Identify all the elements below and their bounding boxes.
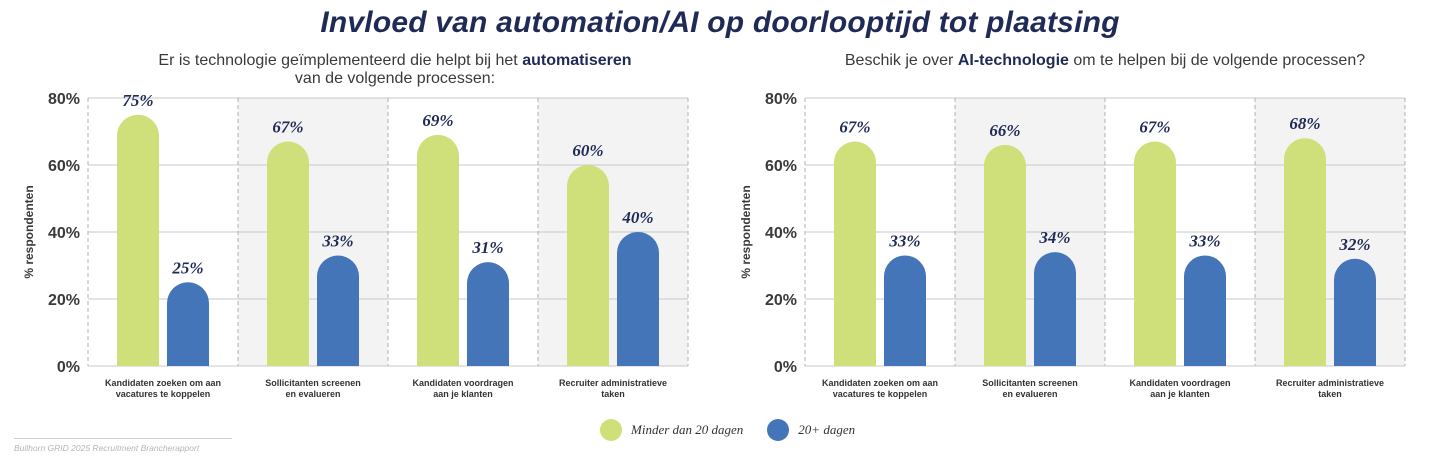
y-tick-label: 40% bbox=[48, 225, 80, 242]
y-tick-label: 40% bbox=[765, 225, 797, 242]
y-axis-label: % respondenten bbox=[739, 185, 753, 278]
data-label: 67% bbox=[1139, 118, 1170, 137]
bar-20-plus-dagen bbox=[884, 255, 926, 366]
bar-minder-dan-20-dagen bbox=[1284, 138, 1326, 366]
data-label: 68% bbox=[1289, 114, 1320, 133]
y-tick-label: 20% bbox=[48, 292, 80, 309]
bar-20-plus-dagen bbox=[317, 255, 359, 366]
source-footnote: Bullhorn GRID 2025 Recruitment Branchera… bbox=[14, 438, 232, 453]
y-tick-label: 0% bbox=[774, 359, 797, 376]
data-label: 69% bbox=[422, 111, 453, 130]
y-tick-label: 0% bbox=[57, 359, 80, 376]
x-category-label: taken bbox=[1318, 389, 1342, 399]
bar-20-plus-dagen bbox=[167, 282, 209, 366]
x-category-label: Recruiter administratieve bbox=[1276, 378, 1384, 388]
data-label: 67% bbox=[272, 118, 303, 137]
legend-swatch-green bbox=[600, 419, 622, 441]
x-category-label: vacatures te koppelen bbox=[116, 389, 211, 399]
right-chart-subtitle: Beschik je over AI-technologie om te hel… bbox=[790, 52, 1420, 70]
chart-automation: 0% 20% 40% 60% 80% % respondenten 75% 25% Kandid… bbox=[22, 91, 689, 399]
legend-item-long: 20+ dagen bbox=[767, 419, 855, 441]
x-category-label: Sollicitanten screenen bbox=[265, 378, 361, 388]
bar-minder-dan-20-dagen bbox=[417, 134, 459, 366]
legend-label-long: 20+ dagen bbox=[798, 422, 856, 437]
x-category-label: taken bbox=[601, 389, 625, 399]
data-label: 60% bbox=[572, 141, 603, 160]
legend-swatch-blue bbox=[767, 419, 790, 441]
data-label: 66% bbox=[989, 121, 1020, 140]
right-subtitle-pre: Beschik je over bbox=[844, 52, 958, 69]
left-chart-subtitle: Er is technologie geïmplementeerd die he… bbox=[95, 52, 695, 88]
bar-20-plus-dagen bbox=[1034, 252, 1076, 366]
data-label: 33% bbox=[888, 231, 920, 250]
left-subtitle-post: van de volgende processen: bbox=[294, 70, 496, 87]
bar-20-plus-dagen bbox=[1334, 258, 1376, 366]
x-category-label: Sollicitanten screenen bbox=[982, 378, 1078, 388]
bar-20-plus-dagen bbox=[617, 232, 659, 366]
x-category-label: Kandidaten voordragen bbox=[412, 378, 513, 388]
data-label: 33% bbox=[321, 231, 353, 250]
data-label: 67% bbox=[839, 118, 870, 137]
left-subtitle-bold: automatiseren bbox=[522, 52, 632, 69]
bar-minder-dan-20-dagen bbox=[567, 165, 609, 366]
y-tick-label: 60% bbox=[765, 158, 797, 175]
bar-20-plus-dagen bbox=[467, 262, 509, 366]
data-label: 33% bbox=[1188, 231, 1220, 250]
right-subtitle-bold: AI-technologie bbox=[957, 52, 1069, 69]
left-subtitle-pre: Er is technologie geïmplementeerd die he… bbox=[158, 52, 523, 69]
y-tick-label: 80% bbox=[765, 91, 797, 108]
y-axis-label: % respondenten bbox=[22, 185, 36, 278]
data-label: 40% bbox=[621, 208, 653, 227]
legend-label-short: Minder dan 20 dagen bbox=[631, 422, 744, 437]
legend-item-short: Minder dan 20 dagen bbox=[600, 419, 743, 441]
bar-minder-dan-20-dagen bbox=[1134, 141, 1176, 366]
x-category-label: en evalueren bbox=[285, 389, 340, 399]
x-category-label: Recruiter administratieve bbox=[559, 378, 667, 388]
bar-minder-dan-20-dagen bbox=[834, 141, 876, 366]
y-tick-label: 20% bbox=[765, 292, 797, 309]
x-category-label: Kandidaten zoeken om aan bbox=[105, 378, 221, 388]
legend: Minder dan 20 dagen 20+ dagen bbox=[600, 418, 869, 442]
x-category-label: aan je klanten bbox=[433, 389, 493, 399]
data-label: 32% bbox=[1338, 235, 1370, 254]
data-label: 25% bbox=[171, 258, 203, 277]
data-label: 31% bbox=[471, 238, 503, 257]
x-category-label: aan je klanten bbox=[1150, 389, 1210, 399]
chart-main-title: Invloed van automation/AI op doorlooptij… bbox=[320, 6, 1120, 39]
data-label: 34% bbox=[1038, 228, 1070, 247]
bar-minder-dan-20-dagen bbox=[117, 114, 159, 366]
chart-ai: 0% 20% 40% 60% 80% % respondenten 67% 33% Kandid… bbox=[739, 91, 1406, 399]
x-category-label: Kandidaten voordragen bbox=[1129, 378, 1230, 388]
x-category-label: vacatures te koppelen bbox=[833, 389, 928, 399]
x-category-label: en evalueren bbox=[1002, 389, 1057, 399]
bar-minder-dan-20-dagen bbox=[267, 141, 309, 366]
bar-20-plus-dagen bbox=[1184, 255, 1226, 366]
bar-minder-dan-20-dagen bbox=[984, 144, 1026, 366]
x-category-label: Kandidaten zoeken om aan bbox=[822, 378, 938, 388]
right-subtitle-post: om te helpen bij de volgende processen? bbox=[1068, 52, 1366, 69]
y-tick-label: 60% bbox=[48, 158, 80, 175]
y-tick-label: 80% bbox=[48, 91, 80, 108]
data-label: 75% bbox=[122, 91, 153, 110]
